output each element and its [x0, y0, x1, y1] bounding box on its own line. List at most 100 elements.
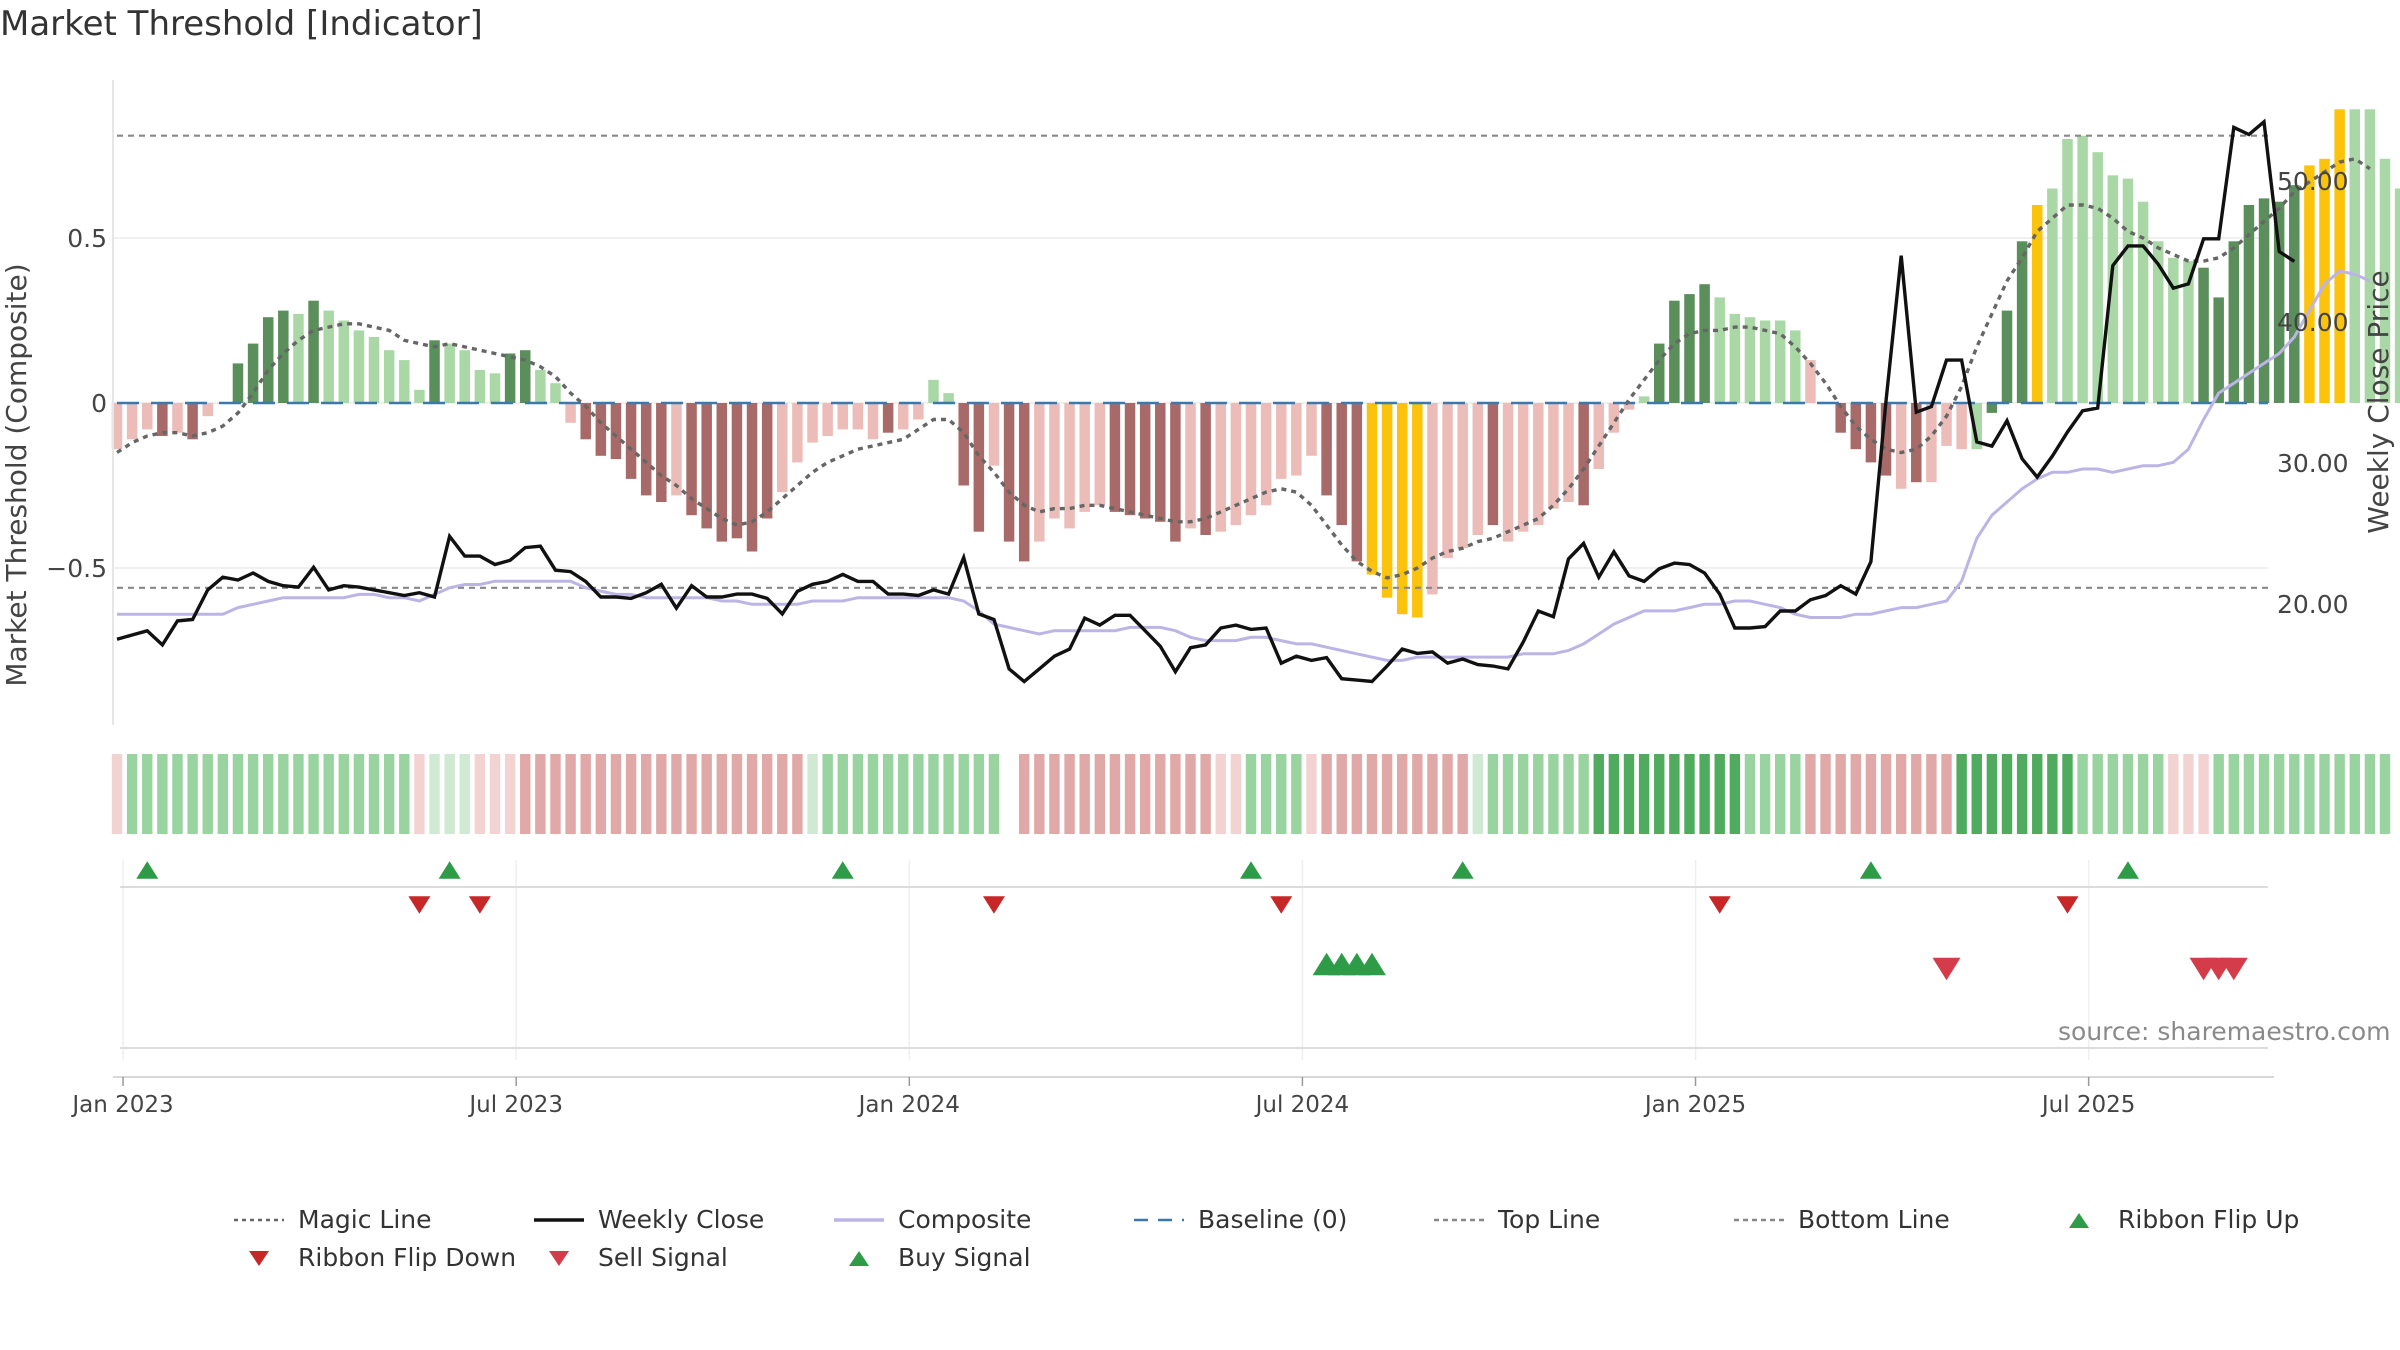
- ribbon-segment: [1926, 754, 1937, 834]
- composite-bar: [1366, 403, 1378, 575]
- ribbon-segment: [1245, 754, 1257, 834]
- composite-bar: [595, 403, 607, 456]
- ribbon-flip-up-marker: [438, 861, 461, 879]
- legend-label: Composite: [898, 1205, 1032, 1234]
- ribbon-segment: [625, 754, 637, 834]
- chart-title: Market Threshold [Indicator]: [0, 4, 483, 44]
- composite-bar: [1230, 403, 1242, 526]
- composite-bar: [2228, 241, 2240, 403]
- solid-line-icon: [534, 1217, 584, 1222]
- composite-bar: [172, 403, 183, 433]
- composite-bar: [731, 403, 743, 539]
- ribbon-segment: [2137, 754, 2149, 834]
- composite-bar: [625, 403, 637, 479]
- composite-bar: [1729, 313, 1741, 403]
- composite-bar: [1275, 403, 1287, 479]
- composite-bar: [610, 403, 622, 460]
- composite-bar: [308, 300, 319, 403]
- ribbon-segment: [701, 754, 712, 834]
- ribbon-segment: [1003, 754, 1015, 834]
- ribbon-segment: [580, 754, 591, 834]
- composite-bar: [187, 403, 198, 440]
- ribbon-segment: [1139, 754, 1151, 834]
- composite-bar: [278, 310, 289, 403]
- legend-label: Sell Signal: [598, 1243, 728, 1272]
- composite-bar: [262, 317, 274, 403]
- composite-bar: [1835, 403, 1846, 433]
- ribbon-segment: [1291, 754, 1302, 834]
- triangle-up-icon: [2069, 1212, 2089, 1228]
- composite-line: [117, 269, 2371, 662]
- composite-bar: [399, 360, 410, 403]
- ribbon-segment: [1775, 754, 1786, 834]
- composite-bar: [1623, 403, 1635, 410]
- composite-bar: [1442, 403, 1453, 559]
- ribbon-segment: [1019, 754, 1030, 834]
- ribbon-segment: [1533, 754, 1544, 834]
- ribbon-segment: [1336, 754, 1347, 834]
- ribbon-segment: [1170, 754, 1181, 834]
- ribbon-segment: [1442, 754, 1453, 834]
- ribbon-segment: [1079, 754, 1090, 834]
- ribbon-segment: [1699, 754, 1710, 834]
- ribbon-segment: [731, 754, 743, 834]
- composite-bar: [1260, 403, 1272, 506]
- composite-bar: [1653, 343, 1665, 403]
- composite-bar: [504, 353, 516, 403]
- ribbon-segment: [444, 754, 455, 834]
- composite-bar: [1865, 403, 1877, 463]
- ribbon-segment: [1381, 754, 1393, 834]
- ribbon-segment: [716, 754, 727, 834]
- composite-bar: [580, 403, 591, 440]
- ribbon-segment: [263, 754, 274, 834]
- composite-bar: [746, 403, 758, 552]
- composite-bar: [1926, 403, 1937, 483]
- ribbon-segment: [656, 754, 667, 834]
- y-left-tick-label: 0: [91, 389, 107, 418]
- composite-bar: [1381, 403, 1393, 598]
- ribbon-segment: [837, 754, 848, 834]
- ribbon-segment: [671, 754, 682, 834]
- x-tick-label: Jan 2025: [1643, 1092, 1746, 1118]
- x-tick-label: Jul 2023: [467, 1092, 563, 1118]
- composite-bar: [1412, 403, 1423, 618]
- composite-bar: [928, 379, 939, 403]
- triangle-up-icon: [849, 1250, 869, 1266]
- composite-bar: [353, 330, 365, 403]
- ribbon-segment: [2062, 754, 2073, 834]
- ribbon-segment: [1563, 754, 1574, 834]
- ribbon-segment: [1865, 754, 1877, 834]
- composite-bar: [2364, 109, 2376, 404]
- ribbon-segment: [1276, 754, 1287, 834]
- ribbon-segment: [353, 754, 365, 834]
- composite-bar: [157, 403, 168, 436]
- ribbon-segment: [293, 754, 304, 834]
- ribbon-flip-down-marker: [468, 896, 491, 914]
- ribbon-strip: [111, 754, 2391, 834]
- ribbon-segment: [943, 754, 954, 834]
- composite-bar: [1774, 320, 1786, 403]
- ribbon-segment: [308, 754, 319, 834]
- ribbon-segment: [1729, 754, 1741, 834]
- ribbon-segment: [1790, 754, 1801, 834]
- ribbon-segment: [1593, 754, 1604, 834]
- composite-bar: [1049, 403, 1060, 519]
- ribbon-segment: [913, 754, 924, 834]
- ribbon-segment: [1487, 754, 1499, 834]
- ribbon-segment: [2349, 754, 2360, 834]
- composite-bar: [640, 403, 652, 496]
- composite-bar: [2198, 267, 2209, 403]
- composite-bar: [489, 373, 501, 403]
- composite-bar: [459, 350, 471, 403]
- y-left-tick-label: −0.5: [46, 554, 107, 583]
- legend-label: Ribbon Flip Down: [298, 1243, 517, 1272]
- ribbon-segment: [958, 754, 969, 834]
- composite-bar: [1139, 403, 1151, 519]
- composite-bar: [1563, 403, 1574, 502]
- composite-bar: [247, 343, 259, 403]
- composite-bar: [1472, 403, 1484, 535]
- composite-bar: [2394, 188, 2400, 403]
- composite-bar: [1850, 403, 1862, 450]
- composite-bar: [2122, 178, 2134, 403]
